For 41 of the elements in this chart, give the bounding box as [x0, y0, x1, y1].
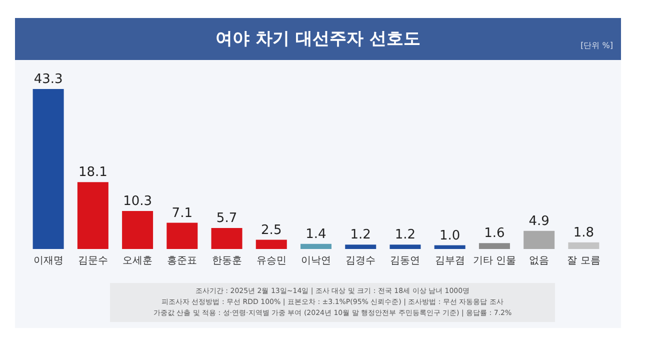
data-label: 10.3: [123, 194, 152, 209]
bar: [345, 244, 376, 249]
x-tick-label: 없음: [529, 256, 550, 266]
bar: [77, 182, 108, 249]
data-label: 1.2: [350, 228, 371, 243]
data-label: 1.6: [484, 226, 505, 242]
data-label: 1.0: [440, 228, 460, 244]
bar: [256, 240, 287, 249]
x-tick-label: 김경수: [346, 256, 376, 266]
bar: [166, 222, 198, 249]
bar: [478, 243, 510, 249]
bar: [434, 245, 466, 249]
bar: [524, 230, 555, 249]
x-tick-label: 오세훈: [122, 256, 153, 266]
data-label: 1.8: [573, 225, 594, 240]
x-tick-label: 잘 모름: [567, 256, 600, 266]
data-label: 4.9: [528, 214, 550, 229]
x-tick-label: 유승민: [256, 256, 286, 266]
data-label: 43.3: [34, 72, 63, 87]
data-label: 2.5: [261, 222, 282, 238]
bar: [390, 244, 421, 249]
bar: [32, 89, 64, 249]
chart-title: 여야 차기 대선주자 선호도: [216, 29, 420, 49]
data-label: 1.4: [306, 226, 326, 242]
data-label: 5.7: [216, 210, 238, 226]
chart-subtitle: [단위 %]: [580, 40, 613, 51]
data-label: 7.1: [172, 206, 192, 221]
x-tick-label: 기타 인물: [472, 256, 516, 266]
x-tick-label: 이낙연: [301, 256, 331, 266]
bar: [300, 244, 332, 249]
x-tick-label: 이재명: [33, 256, 64, 266]
bar: [568, 242, 600, 249]
x-tick-label: 김부겸: [434, 256, 465, 266]
x-tick-label: 홍준표: [167, 256, 198, 266]
x-tick-label: 한동훈: [212, 256, 242, 266]
bar: [211, 228, 242, 249]
data-label: 1.2: [394, 228, 416, 243]
data-label: 18.1: [78, 165, 108, 180]
bar: [122, 210, 154, 249]
x-tick-label: 김문수: [78, 256, 108, 266]
x-tick-label: 김동연: [390, 256, 420, 266]
